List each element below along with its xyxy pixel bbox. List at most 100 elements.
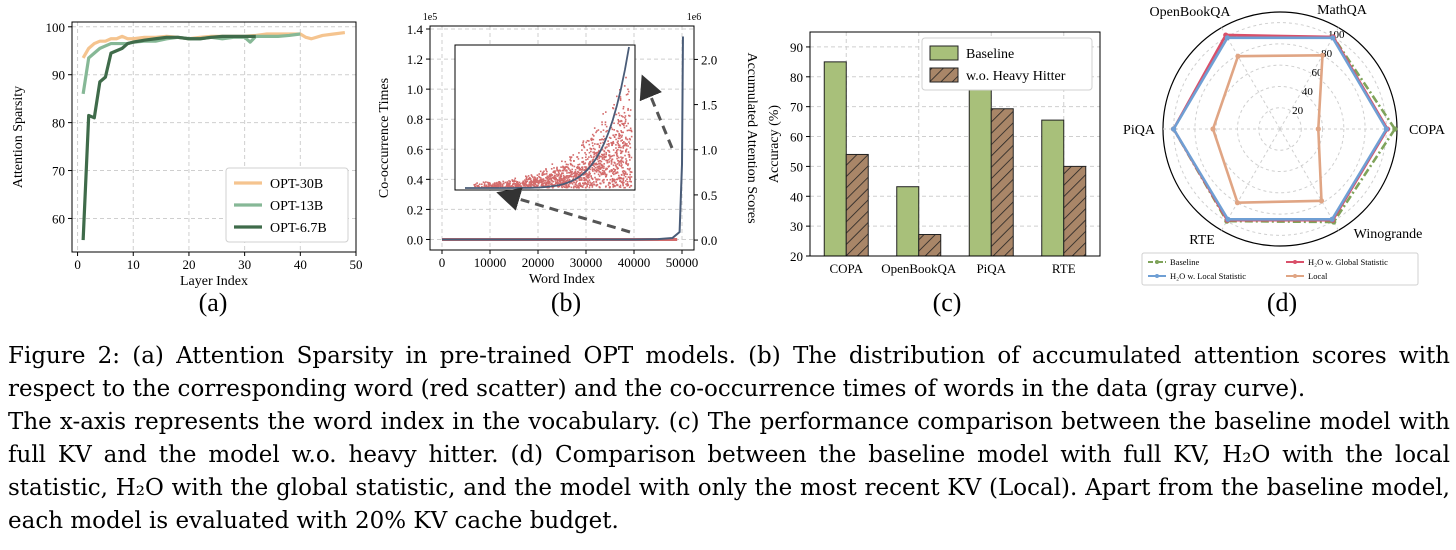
radar-point [1224, 35, 1230, 41]
scatter-point [526, 180, 529, 183]
scatter-point [589, 154, 592, 157]
scatter-point [556, 168, 558, 171]
scatter-point [620, 160, 622, 163]
scatter-point [612, 107, 615, 110]
scatter-point [599, 160, 602, 162]
legend-label: H₂O w. Local Statistic [1170, 271, 1246, 281]
scatter-point [613, 180, 616, 183]
scatter-point [623, 124, 625, 127]
legend-box [225, 167, 349, 243]
scatter-point [586, 158, 589, 160]
panel-b: 0 10000 20000 30000 40000 50000 0.0 0.2 0.4 0.6 0.… [372, 0, 762, 325]
scatter-point [532, 176, 534, 179]
scatter-point [543, 180, 545, 182]
scatter-point [627, 109, 629, 111]
scatter-point [554, 176, 557, 179]
scatter-point [593, 135, 595, 137]
scatter-point [627, 163, 630, 165]
scatter-point [606, 161, 609, 164]
scatter-point [575, 176, 577, 179]
scatter-point [582, 186, 584, 188]
scatter-point [525, 177, 528, 180]
scatter-point [569, 162, 572, 165]
scatter-point [533, 176, 536, 178]
scatter-point [601, 173, 603, 176]
scatter-point [572, 177, 575, 180]
scatter-point [572, 154, 575, 156]
scatter-point [574, 169, 577, 171]
legend-marker [1293, 260, 1297, 264]
scatter-point [541, 184, 543, 186]
scatter-point [604, 156, 606, 159]
scatter-point [571, 171, 573, 173]
scatter-point [621, 150, 624, 153]
scatter-point [530, 185, 532, 188]
tick-label-x: 40000 [618, 255, 651, 270]
scatter-point [486, 181, 489, 184]
scatter-point [627, 164, 629, 167]
scatter-point [586, 185, 588, 188]
scatter-point [613, 103, 615, 106]
scatter-point [598, 155, 600, 157]
scatter-point [595, 155, 597, 157]
scatter-point [516, 185, 519, 188]
scatter-point [560, 175, 563, 178]
tick-label-x: RTE [1052, 261, 1076, 276]
scatter-point [612, 171, 615, 173]
scatter-point [627, 183, 629, 186]
scatter-point [625, 93, 628, 96]
scatter-point [600, 153, 603, 156]
scatter-point [566, 175, 569, 177]
scatter-point [612, 183, 615, 186]
scatter-point [624, 175, 627, 178]
scatter-point [531, 175, 533, 178]
scatter-point [512, 180, 515, 182]
x-axis-label: Layer Index [180, 274, 248, 289]
scatter-point [618, 156, 620, 159]
scatter-point [626, 138, 629, 141]
scatter-point [532, 184, 535, 187]
bar-baseline [896, 186, 920, 257]
tick-label-y: 90 [790, 40, 803, 55]
radial-tick-label: 20 [1292, 105, 1304, 117]
scatter-point [618, 186, 621, 188]
scatter-point [560, 174, 562, 176]
tick-label-y: 70 [790, 100, 803, 115]
scatter-point [625, 148, 628, 151]
scatter-point [629, 178, 631, 181]
scatter-point [629, 173, 631, 176]
scatter-point [538, 175, 540, 178]
scatter-point [585, 169, 587, 171]
scatter-point [596, 166, 599, 168]
scatter-point [578, 163, 581, 166]
scatter-point [558, 173, 560, 175]
scatter-point [598, 144, 601, 147]
scatter-point [577, 170, 579, 173]
scatter-point [566, 166, 568, 168]
scatter-point [556, 166, 558, 169]
scatter-point [595, 163, 598, 166]
scatter-point [554, 180, 557, 182]
chart-attention-scores: 0 10000 20000 30000 40000 500000.00.20.40.60.… [377, 12, 759, 287]
scatter-point [580, 171, 583, 173]
scatter-point [593, 165, 596, 168]
scatter-point [614, 179, 616, 181]
scatter-point [625, 161, 627, 163]
scatter-point [508, 183, 511, 186]
scatter-point [535, 180, 537, 183]
scatter-point [618, 134, 620, 137]
scatter-point [570, 174, 572, 176]
scatter-point [628, 114, 630, 117]
legend-label: w.o. Heavy Hitter [966, 69, 1066, 84]
scatter-point [573, 171, 576, 174]
legend-label: Baseline [966, 47, 1014, 62]
scatter-point [573, 165, 576, 168]
scatter-point [563, 178, 566, 180]
scatter-point [603, 150, 605, 152]
scatter-point [590, 175, 592, 178]
scatter-point [609, 186, 611, 188]
scatter-point [575, 172, 578, 175]
scatter-point [546, 177, 549, 179]
scatter-point [545, 168, 547, 170]
scatter-point [574, 173, 576, 175]
